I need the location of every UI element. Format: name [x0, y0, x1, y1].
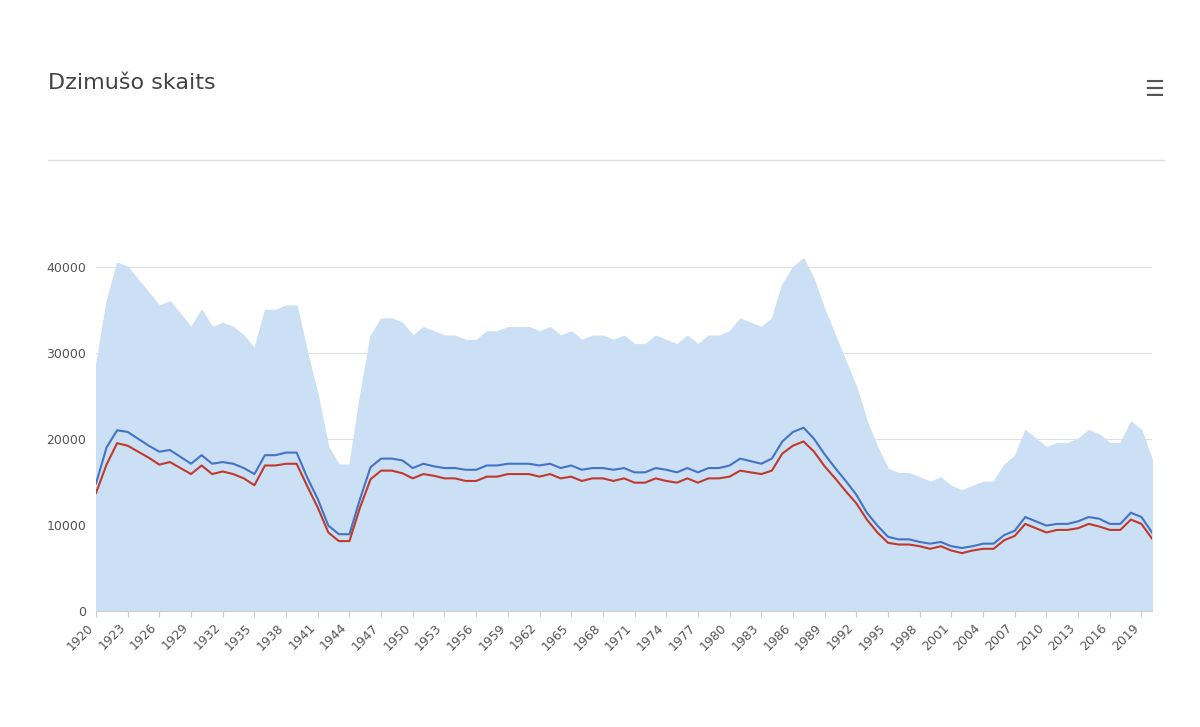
Text: Dzimušo skaits: Dzimušo skaits — [48, 73, 216, 93]
Text: ☰: ☰ — [1144, 80, 1164, 100]
